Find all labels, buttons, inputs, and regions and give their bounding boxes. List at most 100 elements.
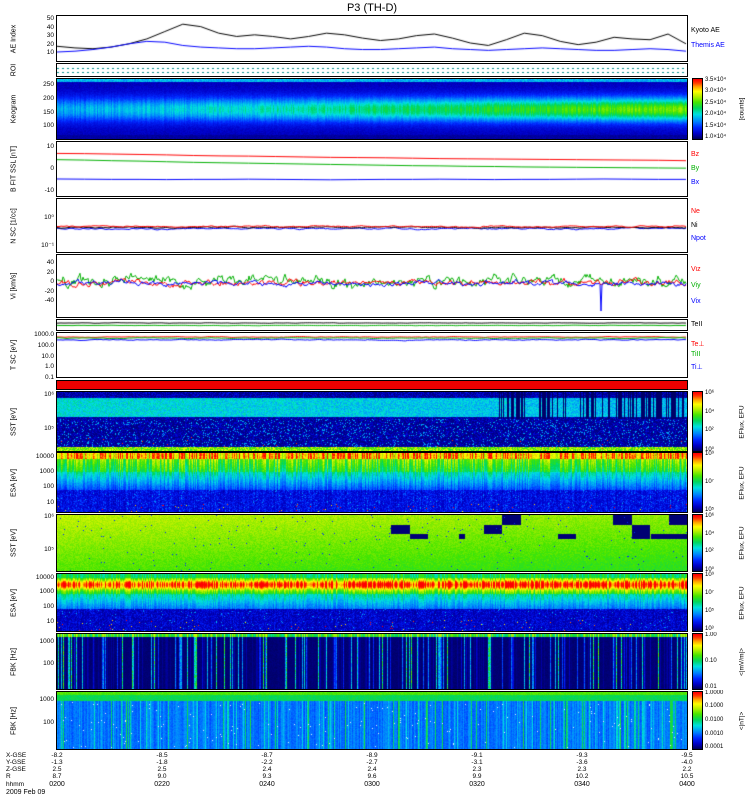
time-tick-label: 0400 [679, 781, 695, 788]
ephemeris-value: -8.9 [366, 752, 378, 759]
y-tick-label: 250 [43, 81, 54, 89]
colorbar-tick-label: 0.0010 [705, 730, 724, 737]
legend-label: Themis AE [691, 42, 725, 50]
y-tick-label: 30 [46, 32, 54, 40]
panel-roi [56, 63, 688, 77]
colorbar-tick-label: 10⁵ [705, 608, 715, 615]
colorbar-esa_i [692, 573, 703, 632]
y-tick-label: 10000 [35, 573, 54, 581]
colorbar-tick-label: 10³ [705, 626, 714, 633]
ephemeris-value: -2.2 [261, 759, 273, 766]
colorbar-tick-label: 10⁷ [705, 479, 714, 485]
ephemeris-value: 2.5 [52, 766, 62, 773]
legend-label: Bx [691, 179, 700, 186]
colorbar-unit-label: EFlux, EFU [738, 526, 746, 560]
panel-esa_e [56, 452, 688, 513]
colorbar-canvas [693, 692, 702, 749]
legend-label: Kyoto AE [691, 26, 720, 34]
colorbar-unit-label: EFlux, EFU [738, 404, 746, 439]
colorbar-tick-label: 10⁹ [705, 450, 715, 457]
y-tick-label: -20 [44, 287, 54, 295]
y-tick-label: 100 [43, 660, 54, 668]
ephemeris-value: 2.4 [262, 766, 272, 773]
y-tick-label: 0.1 [44, 374, 54, 381]
line-plot-canvas-density [57, 199, 687, 252]
spectrogram-canvas-sst_e [57, 392, 687, 451]
panel-temp [56, 332, 688, 378]
colorbar-esa_e [692, 452, 703, 513]
colorbar-tick-label: 10⁶ [705, 389, 715, 396]
line-plot-canvas-ae [57, 16, 687, 61]
y-tick-label: 50 [46, 15, 54, 23]
y-tick-label: 1000 [39, 695, 54, 703]
colorbar-sst_e [692, 391, 703, 452]
colorbar-tick-label: 1.0×10⁴ [705, 134, 727, 141]
y-tick-label: 1000 [39, 637, 54, 645]
time-tick-label: 0300 [364, 781, 380, 788]
colorbar-tick-label: 3.5×10⁴ [705, 76, 727, 83]
ephemeris-value: 9.3 [262, 773, 272, 780]
ephemeris-value: -2.7 [366, 759, 378, 766]
y-tick-label: -10 [44, 186, 54, 194]
colorbar-tick-label: 10⁷ [705, 589, 714, 596]
ephemeris-value: 9.0 [157, 773, 167, 780]
colorbar-tick-label: 0.0001 [705, 744, 724, 751]
spectrogram-canvas-fbk_b [57, 692, 687, 749]
colorbar-tick-label: 10⁰ [705, 447, 715, 454]
colorbar-tick-label: 10⁶ [705, 512, 715, 519]
spectrogram-canvas-esa_i [57, 574, 687, 631]
ephemeris-value: 10.2 [575, 773, 589, 780]
y-axis-label-velocity: Vi [km/s] [10, 272, 18, 300]
colorbar-tick-label: 1.00 [705, 631, 717, 638]
ephemeris-value: -3.6 [576, 759, 588, 766]
ephemeris-value: -1.8 [156, 759, 168, 766]
ephemeris-value: 10.5 [680, 773, 694, 780]
y-tick-label: 10 [46, 49, 54, 57]
panel-keogram [56, 78, 688, 140]
colorbar-tick-label: 10⁹ [705, 571, 715, 578]
ephemeris-value: 9.9 [472, 773, 482, 780]
y-tick-label: 0 [50, 165, 54, 172]
colorbar-tick-label: 0.10 [705, 658, 717, 664]
y-tick-label: 10⁻¹ [41, 241, 54, 249]
colorbar-tick-label: 10⁴ [705, 408, 715, 415]
panel-ae [56, 15, 688, 62]
colorbar-unit-label: [counts] [738, 97, 746, 121]
colorbar-sst_i [692, 514, 703, 572]
time-tick-label: 0220 [154, 781, 170, 788]
y-tick-label: 100 [43, 122, 54, 130]
line-plot-canvas-bfit [57, 142, 687, 196]
ephemeris-value: 2.5 [157, 766, 167, 773]
time-tick-label: 0200 [49, 781, 65, 788]
colorbar-unit-label: <|nT|> [738, 711, 746, 730]
colorbar-unit-label: <|mV/m|> [738, 647, 746, 676]
panel-velocity [56, 254, 688, 318]
colorbar-tick-label: 3.0×10⁴ [705, 88, 727, 95]
spectrogram-canvas-esa_e [57, 453, 687, 512]
colorbar-tick-label: 10⁰ [705, 567, 715, 574]
ephemeris-value: -8.5 [156, 752, 168, 759]
panel-density [56, 198, 688, 253]
time-tick-label: 0240 [259, 781, 275, 788]
colorbar-canvas [693, 515, 702, 571]
date-label: 2009 Feb 09 [6, 789, 46, 796]
y-tick-label: 100 [43, 603, 54, 611]
legend-label: By [691, 165, 700, 172]
flag-bar [56, 380, 688, 390]
y-tick-label: 10.0 [41, 352, 54, 360]
y-tick-label: 10 [46, 498, 54, 506]
y-tick-label: 20 [46, 268, 54, 276]
line-plot-canvas-temp [57, 333, 687, 377]
legend-label: Viy [691, 282, 701, 289]
y-tick-label: 100.0 [37, 341, 54, 349]
y-tick-label: 10⁵ [44, 545, 54, 553]
ephemeris-value: 2.3 [577, 766, 587, 773]
colorbar-tick-label: 0.1000 [705, 703, 724, 710]
ephemeris-value: 8.7 [52, 773, 62, 780]
panel-teii [56, 319, 688, 331]
ephemeris-row-label: X-GSE [6, 752, 27, 759]
colorbar-unit-label: EFlux, EFU [738, 465, 746, 500]
ephemeris-value: 2.3 [472, 766, 482, 773]
y-tick-label: 40 [46, 23, 54, 31]
